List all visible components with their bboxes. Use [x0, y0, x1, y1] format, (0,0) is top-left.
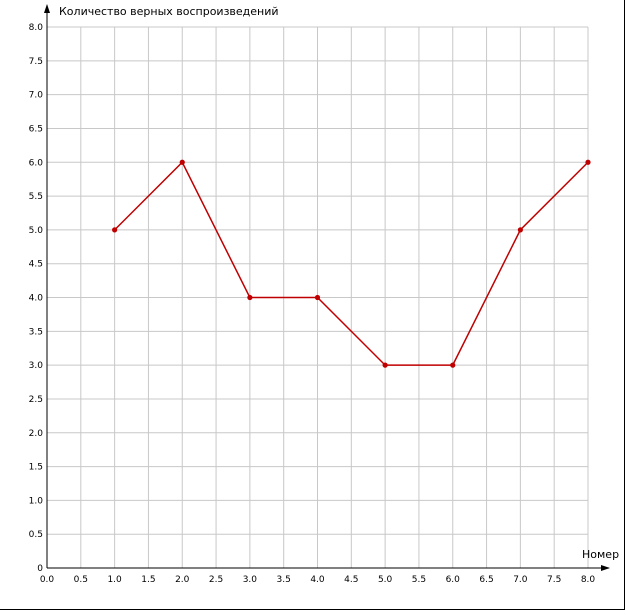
- y-tick-label: 3.0: [29, 361, 44, 371]
- y-tick-label: 0: [37, 564, 43, 574]
- data-point: [382, 362, 388, 368]
- y-tick-label: 4.0: [29, 294, 44, 304]
- x-tick-label: 5.5: [412, 575, 426, 585]
- x-axis-label: Номер: [582, 548, 619, 561]
- y-tick-label: 7.5: [29, 57, 43, 67]
- y-tick-label: 1.5: [29, 463, 43, 473]
- y-tick-label: 2.5: [29, 395, 43, 405]
- x-tick-label: 5.0: [378, 575, 393, 585]
- series-line: [114, 160, 589, 366]
- y-tick-labels: 0 0.5 1.0 1.5 2.0 2.5 3.0 3.5 4.0 4.5 5.0 5.5 6.0 6.5…: [29, 23, 44, 574]
- y-tick-label: 4.5: [29, 260, 43, 270]
- x-tick-label: 0.5: [74, 575, 88, 585]
- data-point: [112, 227, 118, 233]
- x-tick-label: 3.0: [243, 575, 258, 585]
- y-tick-label: 3.5: [29, 327, 43, 337]
- data-point: [585, 159, 591, 165]
- x-tick-labels: 0.0 0.5 1.0 1.5 2.0 2.5 3.0 3.5 4.0 4.5 5.0 5.5 6.0 6…: [40, 575, 596, 585]
- x-axis-arrow: [601, 565, 610, 571]
- y-tick-label: 5.5: [29, 192, 43, 202]
- data-point: [314, 294, 321, 301]
- x-tick-label: 0.0: [40, 575, 55, 585]
- y-tick-label: 0.5: [29, 530, 43, 540]
- y-tick-label: 7.0: [29, 91, 44, 101]
- axes: [44, 4, 610, 571]
- x-tick-label: 1.0: [107, 575, 122, 585]
- x-tick-label: 2.5: [209, 575, 223, 585]
- data-point: [247, 294, 253, 301]
- y-tick-label: 2.0: [29, 429, 44, 439]
- y-tick-label: 6.5: [29, 124, 43, 134]
- x-tick-label: 1.5: [141, 575, 155, 585]
- y-axis-label: Количество верных воспроизведений: [59, 5, 279, 18]
- x-tick-label: 2.0: [175, 575, 190, 585]
- y-tick-label: 6.0: [29, 158, 44, 168]
- x-tick-label: 8.0: [581, 575, 596, 585]
- y-tick-label: 5.0: [29, 226, 44, 236]
- y-tick-label: 1.0: [29, 496, 44, 506]
- y-tick-label: 8.0: [29, 23, 44, 33]
- data-point: [517, 227, 523, 233]
- x-tick-label: 7.0: [513, 575, 528, 585]
- series: [112, 159, 591, 368]
- x-tick-label: 4.5: [344, 575, 358, 585]
- grid: [47, 26, 589, 568]
- data-point: [450, 362, 456, 368]
- x-tick-label: 4.0: [310, 575, 325, 585]
- x-tick-label: 3.5: [277, 575, 291, 585]
- x-tick-label: 6.5: [479, 575, 493, 585]
- data-point: [179, 159, 185, 165]
- y-axis-arrow: [44, 4, 50, 13]
- x-tick-label: 7.5: [547, 575, 561, 585]
- x-tick-label: 6.0: [446, 575, 461, 585]
